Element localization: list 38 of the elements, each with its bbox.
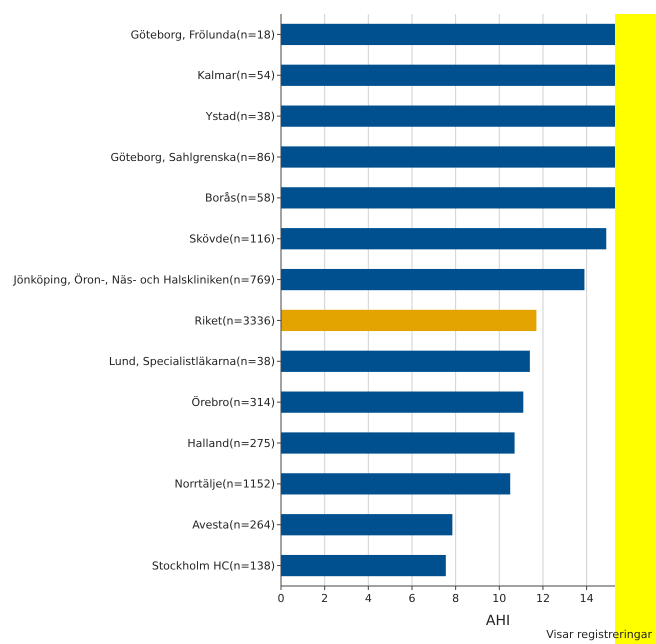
y-tick-label: Skövde(n=116) xyxy=(189,232,275,246)
y-tick-label: Riket(n=3336) xyxy=(194,314,275,328)
y-tick-label: Örebro(n=314) xyxy=(192,394,275,409)
bar xyxy=(281,514,452,536)
y-tick-label: Halland(n=275) xyxy=(187,436,275,450)
bar xyxy=(281,554,446,576)
bar xyxy=(281,432,515,454)
x-tick-label: 2 xyxy=(321,592,328,605)
bar xyxy=(281,106,615,127)
bar xyxy=(281,64,615,86)
x-tick-label: 0 xyxy=(278,592,284,605)
x-tick-label: 8 xyxy=(452,592,460,605)
bar xyxy=(281,228,606,250)
y-tick-label: Avesta(n=264) xyxy=(192,518,275,532)
bar xyxy=(281,310,536,332)
x-tick-label: 10 xyxy=(492,592,506,605)
y-tick-label: Jönköping, Öron-, Näs- och Halskliniken(n=769) xyxy=(12,272,275,286)
x-axis-title: AHI xyxy=(486,613,510,629)
bar xyxy=(281,24,615,46)
y-tick-label: Stockholm HC(n=138) xyxy=(152,559,275,572)
bar xyxy=(281,268,584,290)
bar xyxy=(281,392,524,413)
x-tick-label: 12 xyxy=(536,592,550,605)
bar xyxy=(281,473,510,494)
x-tick-label: 6 xyxy=(408,592,416,605)
x-tick-label: 14 xyxy=(580,592,594,605)
y-tick-label: Ystad(n=38) xyxy=(204,110,275,123)
y-tick-label: Norrtälje(n=1152) xyxy=(174,478,275,491)
y-tick-label: Borås(n=58) xyxy=(204,192,275,205)
x-tick-label: 4 xyxy=(364,592,372,605)
bar xyxy=(281,350,530,372)
bar xyxy=(281,187,615,208)
y-tick-label: Göteborg, Sahlgrenska(n=86) xyxy=(110,150,275,164)
y-tick-label: Göteborg, Frölunda(n=18) xyxy=(130,28,275,42)
y-tick-label: Kalmar(n=54) xyxy=(197,69,275,82)
y-tick-label: Lund, Specialistläkarna(n=38) xyxy=(108,355,275,368)
bar xyxy=(281,146,615,168)
text: Visar registreringar xyxy=(546,628,652,641)
